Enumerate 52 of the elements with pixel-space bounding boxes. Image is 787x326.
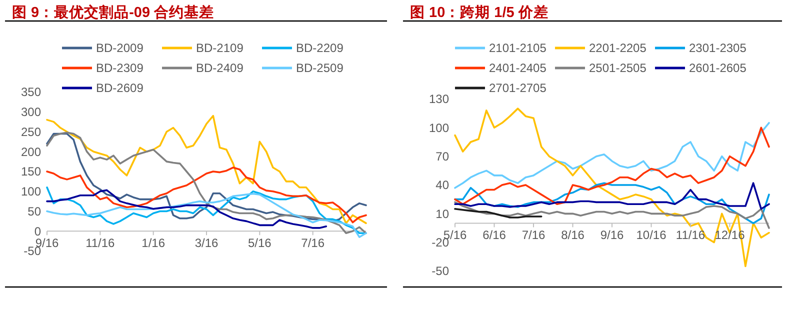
y-tick-label: -50 [432,264,450,278]
line-series [46,186,367,234]
legend-label: 2601-2605 [689,61,747,76]
legend-label: 2401-2405 [489,61,547,76]
line-series [454,126,770,206]
line-series [46,166,367,224]
x-tick-label: 9/16 [600,228,624,242]
y-tick-label: 10 [436,206,450,221]
y-tick-label: 100 [20,184,42,199]
legend-label: 2701-2705 [489,81,547,96]
line-series [46,114,367,224]
y-tick-label: 150 [20,164,42,179]
y-tick-label: 250 [20,124,42,139]
chart-title: 图 9：最优交割品-09 合约基差 [12,3,214,21]
legend-label: 2301-2305 [689,41,747,56]
y-tick-label: 40 [436,178,450,192]
y-tick-label: 350 [20,85,42,100]
x-tick-label: 11/16 [676,228,706,242]
y-tick-label: 130 [428,92,450,106]
legend-label: BD-2609 [96,81,144,96]
legend-label: BD-2509 [296,61,344,76]
legend-label: BD-2009 [96,41,144,56]
line-series [454,122,770,189]
legend-label: BD-2109 [196,41,244,56]
line-series [454,201,770,229]
y-tick-label: 50 [28,204,42,218]
legend-label: 2201-2205 [589,41,647,56]
line-series [46,189,328,229]
x-tick-label: 1/16 [142,236,166,250]
y-tick-label: 70 [436,150,450,164]
x-tick-label: 11/16 [86,236,116,250]
x-tick-label: 10/16 [636,228,667,242]
line-series [46,192,367,238]
legend-label: 2501-2505 [589,61,647,76]
chart-title: 图 10：跨期 1/5 价差 [410,4,548,21]
x-tick-label: 7/16 [301,236,325,250]
line-series [454,182,770,210]
legend-label: BD-2209 [296,41,344,56]
y-tick-label: 300 [20,105,42,120]
legend-label: BD-2309 [96,61,144,76]
y-tick-label: 100 [428,120,450,135]
x-tick-label: 6/16 [482,228,506,242]
x-tick-label: 3/16 [194,236,218,250]
line-series [454,208,542,218]
x-tick-label: 7/16 [522,228,546,242]
legend-label: 2101-2105 [489,41,547,56]
y-tick-label: 200 [20,144,42,159]
x-tick-label: 5/16 [248,236,272,250]
x-tick-label: 8/16 [561,228,585,242]
y-tick-label: 0 [34,224,42,238]
line-series [454,182,770,224]
legend-label: BD-2409 [196,61,244,76]
